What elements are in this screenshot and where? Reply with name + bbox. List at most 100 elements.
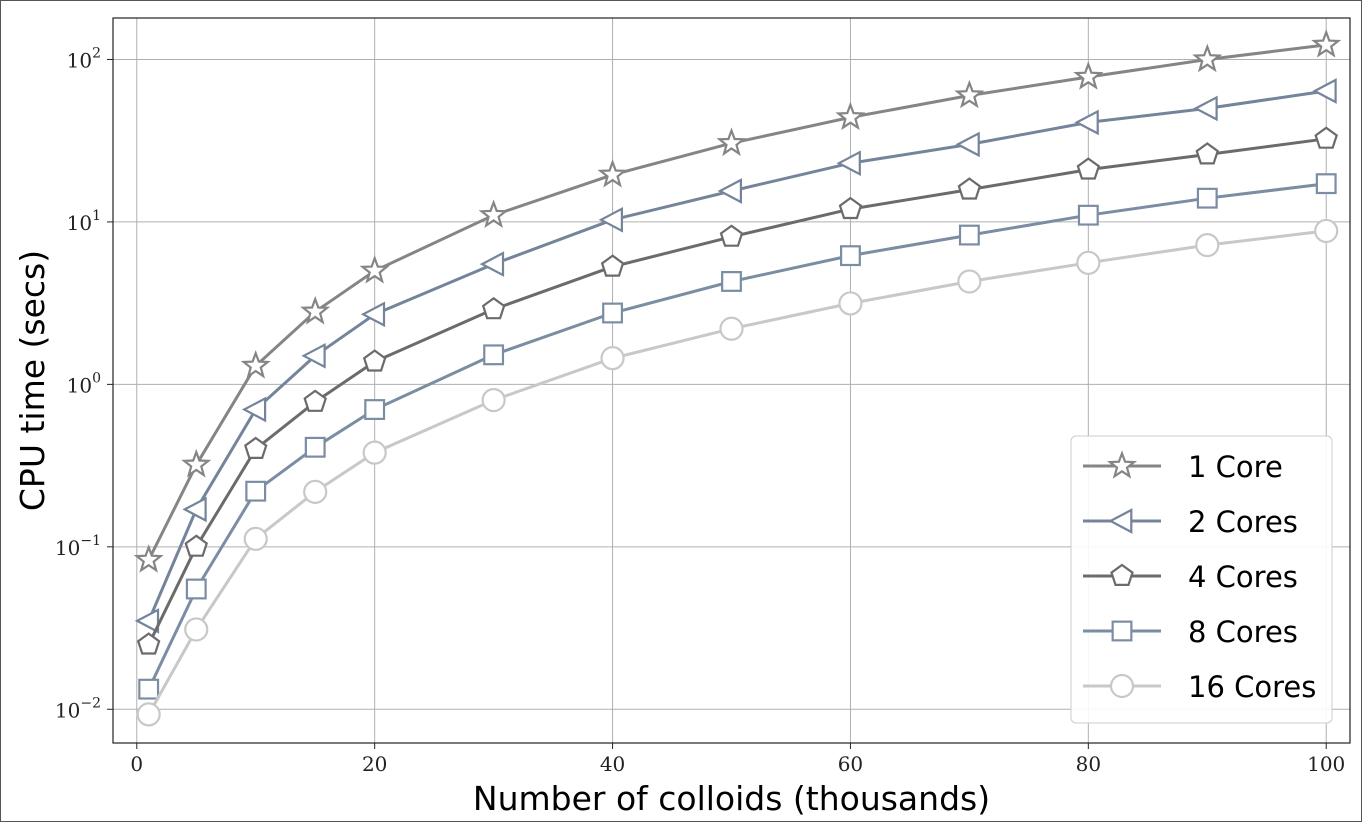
y-tick-label: 10−1 [55,533,101,560]
data-point [303,479,328,504]
data-point [184,534,208,557]
y-axis-label: CPU time (secs) [13,250,52,511]
data-point [600,254,625,277]
data-point [243,526,268,551]
data-point [1195,232,1220,258]
y-tick-label: 10−2 [55,695,101,722]
legend-box [1070,435,1333,724]
series-3 [136,126,1338,655]
data-point [1192,43,1223,73]
data-point [1074,109,1099,136]
data-point [602,302,624,324]
data-point [136,702,161,727]
data-point [1314,218,1339,244]
axis-ticks: 0 20 40 60 80 100 10−2 10−1 100 101 102 [55,45,1345,776]
x-tick-label: 100 [1307,752,1345,776]
series-1 [133,29,1342,573]
series-2 [134,78,1337,634]
data-point [479,251,505,277]
legend-entry: 1 Core [1083,450,1283,484]
data-point [836,150,861,177]
plot-area [112,17,1351,744]
x-tick-label: 80 [1076,752,1101,776]
legend-marker [1106,450,1138,479]
data-point [301,342,326,369]
series-lines [133,29,1342,727]
data-point [244,436,268,459]
data-point [478,199,509,228]
series-4 [138,173,1337,700]
data-point [835,101,866,131]
data-point [241,396,267,423]
legend-label: 16 Cores [1188,670,1316,704]
legend-entry: 4 Cores [1083,560,1298,594]
data-point [1314,126,1338,149]
data-point [957,177,982,200]
data-point [719,316,744,341]
data-point [481,388,506,413]
legend-marker [1109,673,1135,699]
legend-entry: 2 Cores [1083,505,1298,539]
x-tick-label: 60 [838,752,863,776]
data-point [957,269,982,294]
legend-label: 8 Cores [1188,615,1298,649]
data-point [717,178,743,204]
data-point [360,301,386,328]
data-point [1077,204,1099,226]
data-point [359,255,390,284]
data-point [1073,61,1104,90]
data-point [182,496,207,523]
data-point [1076,157,1101,180]
x-tick-label: 40 [600,752,625,776]
data-point [362,440,387,465]
x-axis-label: Number of colloids (thousands) [473,779,990,818]
data-point [304,436,326,458]
legend-marker [1108,508,1133,534]
data-point [1315,173,1337,195]
data-point [958,224,980,246]
data-point [185,578,207,600]
data-point [716,127,747,157]
data-point [1076,250,1101,275]
data-point [138,678,160,700]
data-point [1195,142,1219,165]
data-point [245,480,267,502]
data-point [838,196,863,220]
data-point [838,291,863,316]
legend-label: 1 Core [1188,450,1283,484]
data-point [136,632,161,655]
data-point [364,399,386,420]
legend-label: 2 Cores [1188,505,1298,539]
data-point [1193,95,1218,122]
data-point [481,296,506,320]
y-tick-label: 100 [67,370,101,397]
data-point [839,245,861,267]
x-tick-label: 0 [130,752,143,776]
data-point [240,350,271,379]
data-point [300,295,331,325]
data-point [719,224,744,247]
data-point [133,544,164,573]
data-point [184,617,209,642]
legend-entry: 16 Cores [1083,670,1316,704]
series-5 [136,218,1339,727]
data-point [954,79,985,109]
legend-marker [1111,620,1133,642]
data-point [181,448,212,478]
x-tick-label: 20 [362,752,387,776]
legend-marker [1110,563,1134,587]
data-point [134,608,160,634]
data-point [1311,29,1342,58]
data-point [597,159,628,188]
data-point [483,344,505,366]
data-point [598,206,624,233]
data-point [600,346,625,371]
data-point [721,271,742,292]
legend-entry: 8 Cores [1083,615,1298,649]
legend: 1 Core 2 Cores 4 Cores 8 Cores 16 Cores [1070,435,1333,724]
y-tick-label: 101 [67,208,101,235]
data-point [303,389,327,412]
data-point [1312,78,1337,104]
data-point [955,131,980,158]
